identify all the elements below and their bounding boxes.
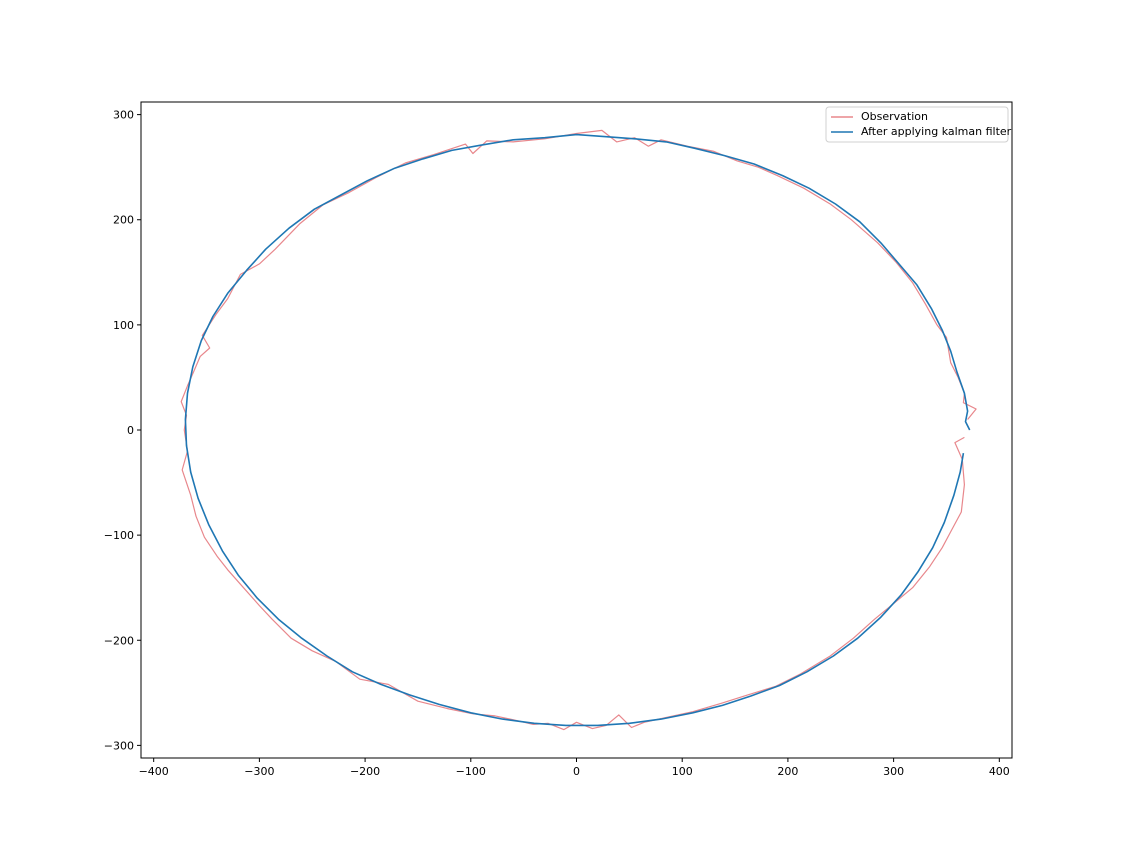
legend-label-observation: Observation — [861, 110, 928, 123]
legend: Observation After applying kalman filter — [825, 106, 1012, 143]
series-kalman-filtered-line — [184, 133, 971, 727]
x-tick-label: 300 — [883, 765, 904, 778]
x-tick-label: −100 — [456, 765, 486, 778]
y-tick-label: −100 — [104, 529, 134, 542]
y-tick-label: 200 — [113, 214, 134, 227]
x-tick-label: 100 — [672, 765, 693, 778]
x-tick-label: 400 — [989, 765, 1010, 778]
axes-frame — [140, 101, 1013, 759]
x-axis-ticks: −400 −300 −200 −100 0 100 200 300 400 — [139, 758, 1010, 778]
y-tick-label: 300 — [113, 109, 134, 122]
x-tick-label: −300 — [244, 765, 274, 778]
x-tick-label: −400 — [139, 765, 169, 778]
y-tick-label: 100 — [113, 319, 134, 332]
y-tick-label: 0 — [127, 424, 134, 437]
x-tick-label: 200 — [777, 765, 798, 778]
series-layer — [180, 129, 977, 731]
y-tick-label: −200 — [104, 634, 134, 647]
legend-box — [825, 106, 1009, 143]
x-tick-label: 0 — [573, 765, 580, 778]
legend-label-filtered: After applying kalman filter — [861, 125, 1012, 138]
y-tick-label: −300 — [104, 739, 134, 752]
y-axis-ticks: −300 −200 −100 0 100 200 300 — [104, 109, 141, 752]
x-tick-label: −200 — [350, 765, 380, 778]
